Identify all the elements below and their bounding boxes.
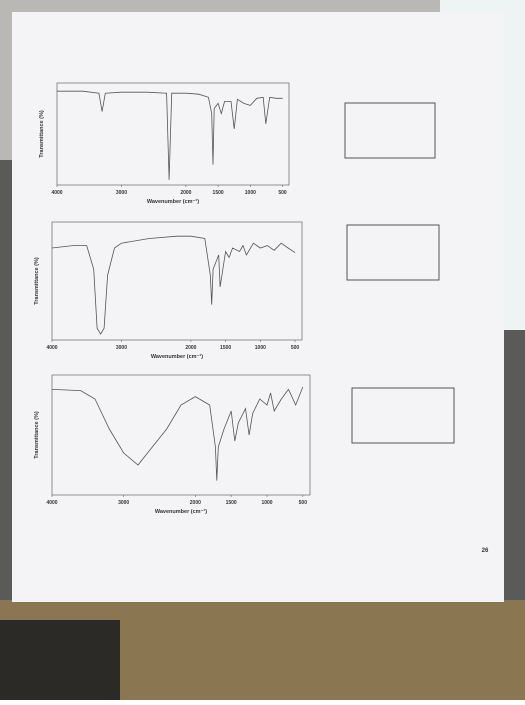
x-tick-label: 1500: [213, 190, 224, 196]
x-axis-label: Wavenumber (cm⁻¹): [151, 353, 203, 360]
x-tick-label: 2000: [190, 500, 201, 506]
x-tick-label: 4000: [46, 500, 57, 506]
x-tick-label: 2000: [180, 190, 191, 196]
x-tick-label: 1500: [226, 500, 237, 506]
plot-frame: [56, 82, 290, 186]
x-tick-label: 3000: [118, 500, 129, 506]
x-tick-label: 3000: [116, 345, 127, 351]
spectrum-line: [57, 90, 283, 180]
y-axis-label: Transmittance (%): [39, 110, 45, 158]
x-tick-label: 1000: [245, 190, 256, 196]
x-axis-label: Wavenumber (cm⁻¹): [147, 198, 199, 205]
answer-box: [344, 102, 436, 159]
plot-frame: [51, 221, 303, 341]
x-tick-label: 2000: [185, 345, 196, 351]
x-tick-label: 3000: [116, 190, 127, 196]
spectrum-line: [51, 235, 296, 335]
y-axis-label: Transmittance (%): [34, 411, 40, 459]
spectrum-line: [51, 386, 304, 481]
y-axis-label: Transmittance (%): [34, 257, 40, 305]
answer-box: [351, 387, 455, 444]
answer-box: [346, 224, 440, 281]
page-number: 26: [482, 548, 489, 554]
x-tick-label: 1500: [220, 345, 231, 351]
x-tick-label: 500: [299, 500, 308, 506]
plot-frame: [51, 374, 311, 496]
x-tick-label: 4000: [51, 190, 62, 196]
x-tick-label: 500: [291, 345, 300, 351]
chair: [0, 620, 120, 700]
x-axis-label: Wavenumber (cm⁻¹): [155, 508, 207, 515]
x-tick-label: 4000: [46, 345, 57, 351]
x-tick-label: 1000: [255, 345, 266, 351]
x-tick-label: 1000: [261, 500, 272, 506]
paper: [12, 12, 504, 602]
x-tick-label: 500: [278, 190, 287, 196]
